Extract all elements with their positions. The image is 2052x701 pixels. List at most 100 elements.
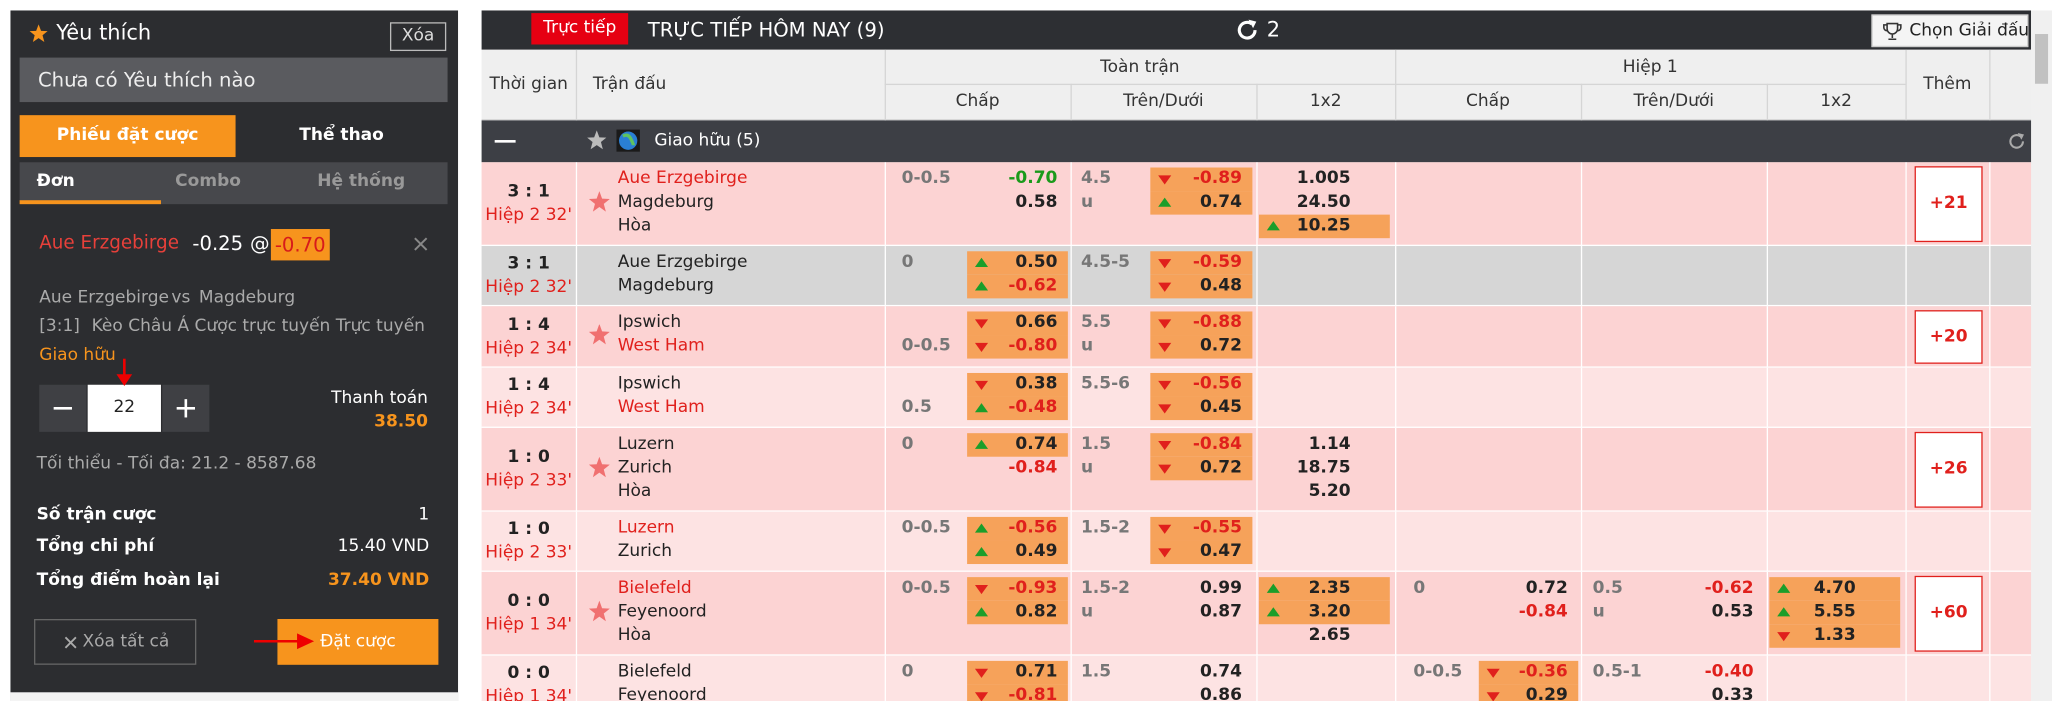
odds-value[interactable]: 0.86 <box>1199 685 1242 701</box>
odds-value[interactable]: 1.005 <box>1296 168 1351 189</box>
odds-value[interactable]: 24.50 <box>1296 192 1351 213</box>
odds-value[interactable]: 1.33 <box>1813 625 1856 646</box>
stake-plus[interactable] <box>162 384 210 432</box>
scrollbar[interactable] <box>2031 10 2052 701</box>
odds-value[interactable]: 0.74 <box>1015 434 1058 455</box>
team-name[interactable]: Hòa <box>617 481 652 502</box>
odds-value[interactable]: 0.71 <box>1015 662 1058 682</box>
odds-value[interactable]: 0.74 <box>1199 192 1242 213</box>
team-name[interactable]: West Ham <box>617 336 705 356</box>
league-star[interactable] <box>586 130 607 151</box>
live-badge[interactable]: Trực tiếp <box>531 13 629 45</box>
team-name[interactable]: Bielefeld <box>617 662 692 682</box>
team-name[interactable]: Aue Erzgebirge <box>617 252 748 273</box>
odds-value[interactable]: 1.14 <box>1308 434 1351 455</box>
odds-value[interactable]: 10.25 <box>1296 215 1351 236</box>
odds-value[interactable]: -0.84 <box>1008 458 1058 478</box>
odds-value[interactable]: 3.20 <box>1308 601 1351 622</box>
odds-value[interactable]: 0.58 <box>1015 192 1058 213</box>
odds-value[interactable]: -0.70 <box>1008 168 1058 189</box>
odds-value[interactable]: -0.40 <box>1704 662 1754 682</box>
odds-value[interactable]: 0.45 <box>1199 397 1242 418</box>
odds-value[interactable]: 2.35 <box>1308 578 1351 599</box>
clear-favorites[interactable]: Xóa <box>389 22 447 52</box>
more-button[interactable]: +20 <box>1914 310 1983 364</box>
odds-value[interactable]: 2.65 <box>1308 625 1351 646</box>
odds-value[interactable]: 0.99 <box>1199 578 1242 599</box>
collapse-icon[interactable] <box>494 140 516 143</box>
odds-value[interactable]: 0.66 <box>1015 312 1058 333</box>
team-name[interactable]: Magdeburg <box>617 276 714 296</box>
more-button[interactable]: +60 <box>1914 575 1983 652</box>
odds-value[interactable]: 0.48 <box>1199 276 1242 296</box>
odds-arrow <box>1158 524 1172 534</box>
odds-value[interactable]: -0.62 <box>1704 578 1754 599</box>
team-name[interactable]: Ipswich <box>617 312 682 333</box>
odds-value[interactable]: -0.62 <box>1008 276 1058 296</box>
team-name[interactable]: Hòa <box>617 215 652 236</box>
row-col-line <box>1905 427 1907 512</box>
odds-value[interactable]: -0.56 <box>1192 374 1242 394</box>
odds-value[interactable]: -0.36 <box>1518 662 1568 682</box>
odds-value[interactable]: 0.87 <box>1199 601 1242 622</box>
league-row[interactable] <box>481 120 2032 163</box>
tab[interactable]: Thể thao <box>299 125 384 146</box>
odds-value[interactable]: 0.53 <box>1711 601 1754 622</box>
league-refresh[interactable] <box>2006 131 2027 152</box>
odds-value[interactable]: -0.84 <box>1192 434 1242 455</box>
team-name[interactable]: Luzern <box>617 518 675 538</box>
odds-value[interactable]: -0.48 <box>1008 397 1058 418</box>
stake-minus[interactable] <box>39 384 87 432</box>
team-name[interactable]: Aue Erzgebirge <box>617 168 748 189</box>
odds-value[interactable]: -0.93 <box>1008 578 1058 599</box>
tab[interactable]: Phiếu đặt cược <box>19 115 236 158</box>
odds-value[interactable]: -0.84 <box>1518 601 1568 622</box>
odds-value[interactable]: 0.72 <box>1525 578 1568 599</box>
odds-value[interactable]: 0.72 <box>1199 336 1242 356</box>
refresh-icon[interactable] <box>1234 17 1260 43</box>
odds-value[interactable]: 4.70 <box>1813 578 1856 599</box>
team-name[interactable]: Bielefeld <box>617 578 692 599</box>
stake-input[interactable]: 22 <box>87 384 161 432</box>
odds-value[interactable]: -0.89 <box>1192 168 1242 189</box>
remove-bet[interactable] <box>414 237 428 251</box>
odds-value[interactable]: -0.80 <box>1008 336 1058 356</box>
team-name[interactable]: Magdeburg <box>617 192 714 213</box>
select-league-button[interactable]: Chọn Giải đấu <box>1871 14 2029 48</box>
sub-column: Trên/Dưới <box>1633 91 1715 112</box>
team-name[interactable]: Luzern <box>617 434 675 455</box>
scroll-thumb[interactable] <box>2034 34 2049 84</box>
more-button[interactable]: +21 <box>1914 166 1983 243</box>
subtab[interactable]: Đơn <box>19 162 161 205</box>
odds-value[interactable]: -0.59 <box>1192 252 1242 273</box>
odds-value[interactable]: 0.33 <box>1711 685 1754 701</box>
team-name[interactable]: Ipswich <box>617 374 682 394</box>
odds-value[interactable]: 0.74 <box>1199 662 1242 682</box>
subtab[interactable]: Hệ thống <box>317 171 406 192</box>
team-name[interactable]: West Ham <box>617 397 705 418</box>
odds-value[interactable]: 0.82 <box>1015 601 1058 622</box>
odds-value[interactable]: 0.49 <box>1015 541 1058 562</box>
odds-value[interactable]: 0.38 <box>1015 374 1058 394</box>
odds-arrow <box>974 257 989 267</box>
odds-value[interactable]: -0.55 <box>1192 518 1242 538</box>
team-name[interactable]: Feyenoord <box>617 601 707 622</box>
odds-value[interactable]: 0.47 <box>1199 541 1242 562</box>
subtab[interactable]: Combo <box>175 171 241 192</box>
more-button[interactable]: +26 <box>1914 431 1983 508</box>
odds-value[interactable]: 0.29 <box>1525 685 1568 701</box>
team-name[interactable]: Hòa <box>617 625 652 646</box>
team-name[interactable]: Zurich <box>617 458 673 478</box>
odds-value[interactable]: 0.50 <box>1015 252 1058 273</box>
team-name[interactable]: Zurich <box>617 541 673 562</box>
odds-value[interactable]: 18.75 <box>1296 458 1351 478</box>
odds-value[interactable]: 5.55 <box>1813 601 1856 622</box>
odds-value[interactable]: -0.88 <box>1192 312 1242 333</box>
odds-value[interactable]: 0.72 <box>1199 458 1242 478</box>
odds-value[interactable]: 5.20 <box>1308 481 1351 502</box>
row-col-line <box>1905 306 1907 368</box>
clear-all-button[interactable]: Xóa tất cả <box>34 619 197 665</box>
odds-value[interactable]: -0.56 <box>1008 518 1058 538</box>
odds-value[interactable]: -0.81 <box>1008 685 1058 701</box>
team-name[interactable]: Feyenoord <box>617 685 707 701</box>
